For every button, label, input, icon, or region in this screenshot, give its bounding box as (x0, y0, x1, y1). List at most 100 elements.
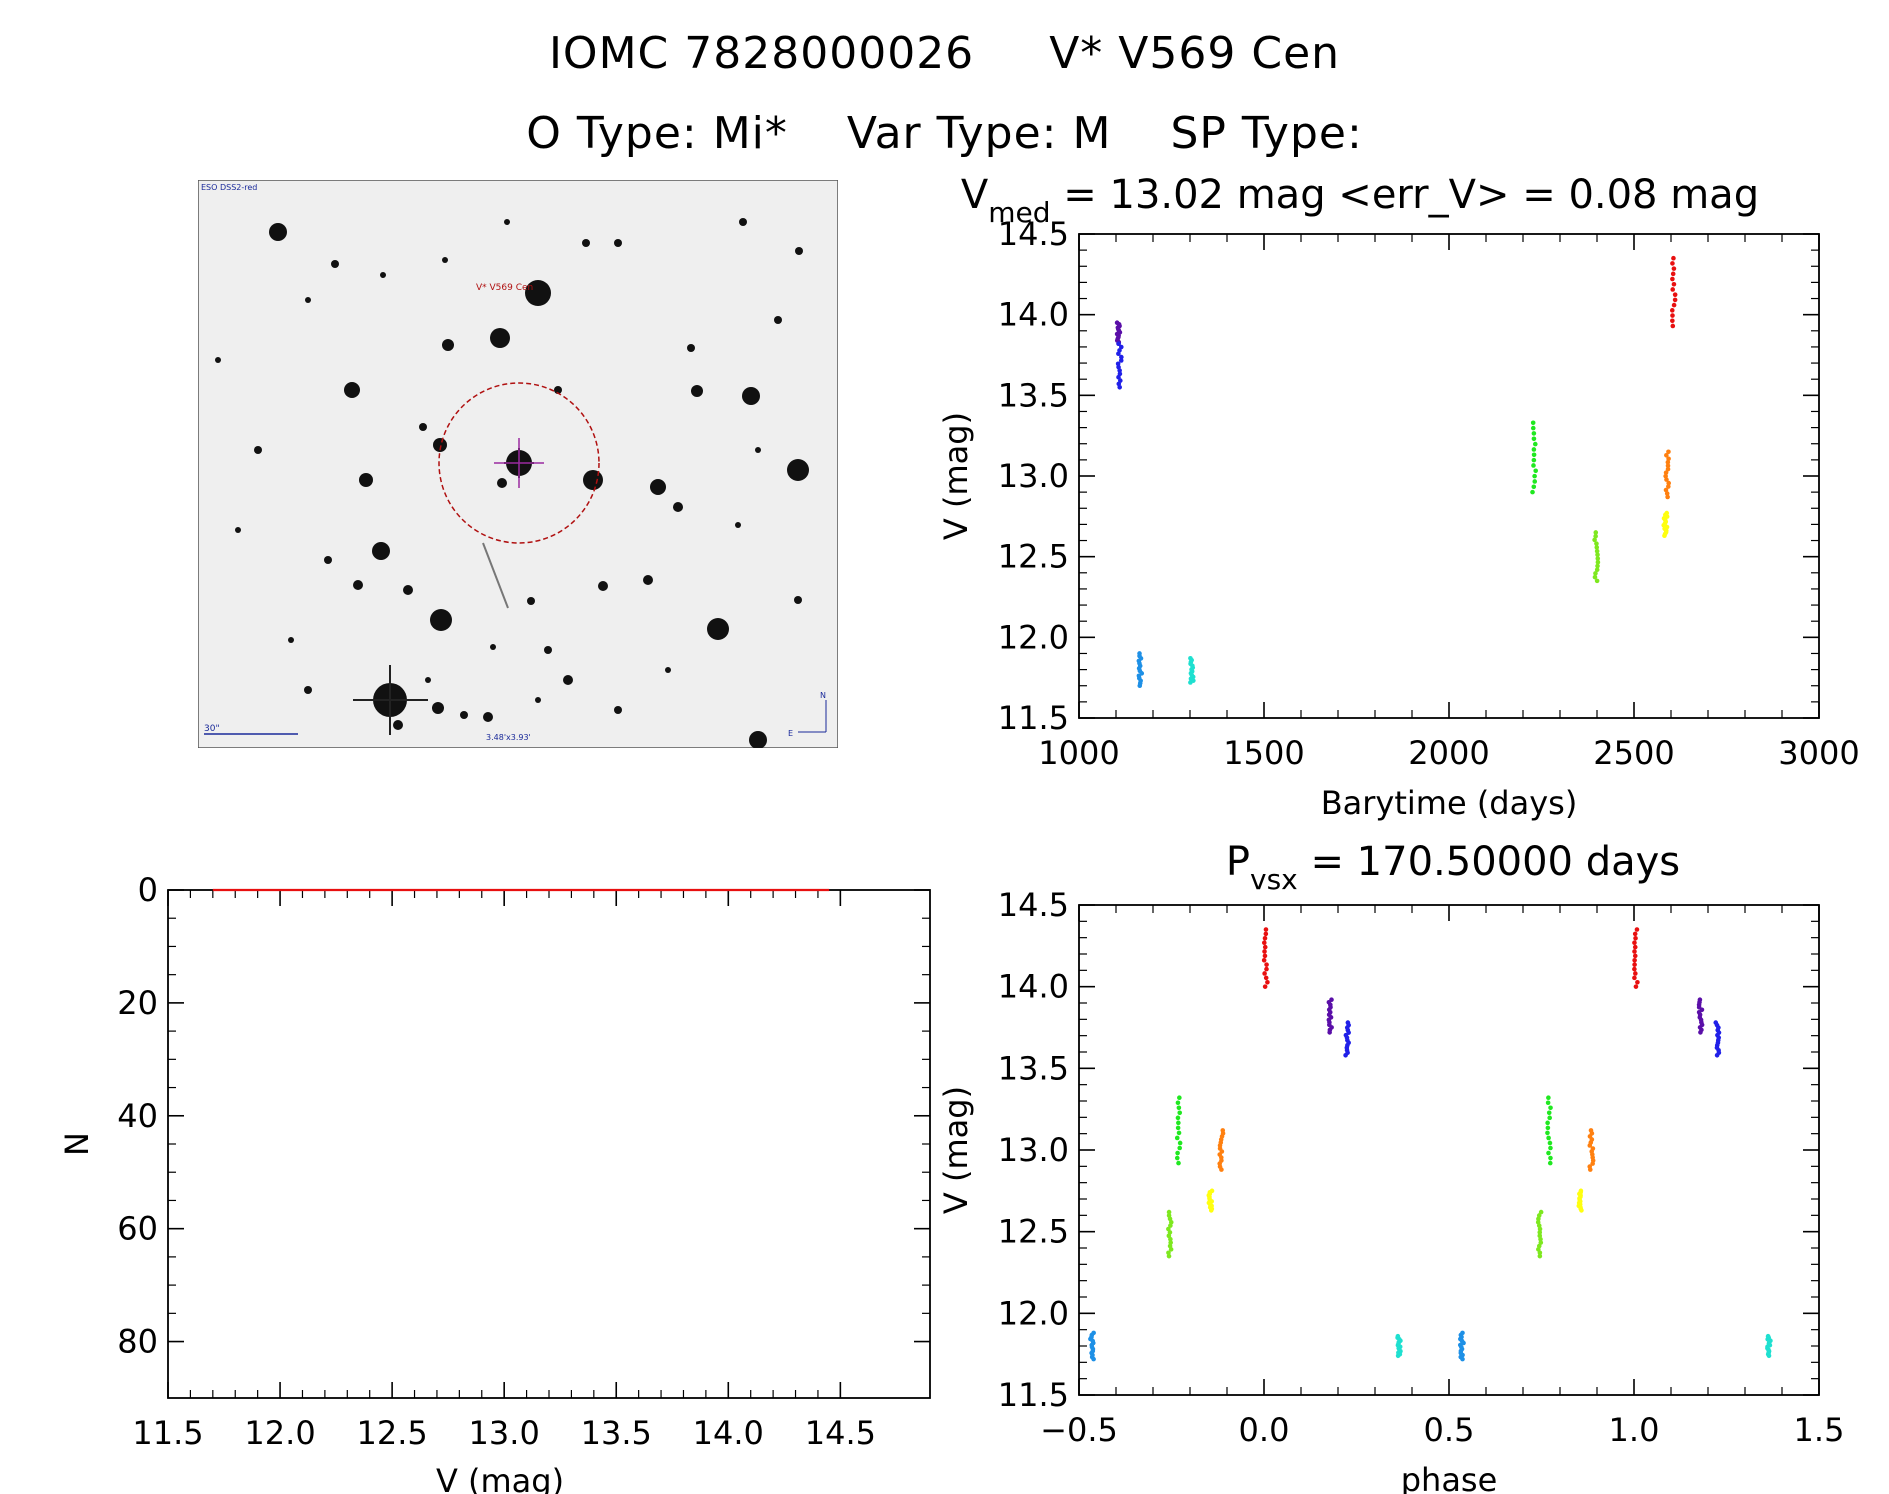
lightcurve-point-s5 (1530, 420, 1536, 426)
object-id: IOMC 7828000026 (548, 28, 975, 79)
phased-point-s9 (1262, 971, 1267, 976)
lightcurve-point-s5 (1531, 484, 1537, 490)
x-tick-label: 14.5 (805, 1414, 876, 1452)
histogram-xlabel: V (mag) (436, 1462, 564, 1494)
star-11 (344, 382, 360, 398)
phased-point-s5 (1546, 1095, 1551, 1101)
phased-point-s6 (1537, 1230, 1543, 1235)
phased-point-s9 (1635, 979, 1640, 985)
star-39 (460, 711, 468, 719)
x-tick-label: 2000 (1408, 734, 1489, 772)
lightcurve-point-s2 (1117, 371, 1123, 377)
phased-point-s9 (1632, 953, 1638, 959)
lightcurve-point-s9 (1672, 292, 1678, 297)
star-19 (497, 478, 507, 488)
phased-point-s8 (1590, 1146, 1596, 1151)
phased-point-s6 (1166, 1226, 1171, 1232)
lightcurve-point-s8 (1664, 477, 1669, 482)
star-40 (535, 697, 541, 703)
star-28 (430, 609, 452, 631)
phased-points (1088, 927, 1773, 1362)
phased-point-s2 (1713, 1020, 1719, 1025)
phased-point-s4 (1765, 1333, 1771, 1339)
lightcurve-point-s5 (1531, 447, 1537, 452)
star-26 (403, 585, 413, 595)
phased-point-s6 (1168, 1240, 1173, 1245)
lightcurve-point-s8 (1664, 452, 1669, 458)
satellite-trail (482, 542, 509, 609)
lightcurve-ylabel: V (mag) (937, 412, 975, 540)
lightcurve-point-s9 (1670, 271, 1676, 277)
star-5 (614, 239, 622, 247)
compass-e-label: E (788, 729, 793, 738)
phased-point-s5 (1545, 1120, 1550, 1126)
lightcurve-frame (1078, 233, 1820, 719)
lightcurve-point-s5 (1531, 431, 1537, 436)
star-0 (269, 223, 287, 241)
phased-point-s5 (1177, 1110, 1183, 1116)
lightcurve-point-s6 (1595, 556, 1601, 561)
x-tick-label: −0.5 (1040, 1411, 1118, 1449)
phased-point-s9 (1632, 949, 1637, 954)
phased-point-s7 (1578, 1188, 1584, 1194)
lightcurve-point-s2 (1118, 358, 1124, 363)
lightcurve-point-s6 (1593, 533, 1598, 539)
y-tick-label: 40 (117, 1097, 158, 1135)
phased-point-s5 (1547, 1115, 1552, 1121)
y-tick-label: 12.0 (998, 618, 1069, 656)
phased-point-s9 (1632, 944, 1638, 950)
lightcurve-point-s8 (1665, 459, 1671, 465)
star-16 (419, 423, 427, 431)
compass-n-label: N (820, 691, 826, 700)
phased-point-s9 (1634, 927, 1640, 932)
lightcurve-point-s9 (1671, 266, 1677, 271)
star-45 (794, 596, 802, 604)
lightcurve-xlabel: Barytime (days) (1321, 784, 1578, 822)
phased-ticks: −0.5 0.0 0.5 1.0 1.5 11.5 12.0 12.5 13.0 13.5 14.0… (998, 886, 1845, 1449)
fov-label: 3.48'x3.93' (486, 733, 531, 742)
spectral-type: SP Type: (1170, 108, 1363, 159)
y-tick-label: 14.0 (998, 968, 1069, 1006)
phased-point-s9 (1632, 975, 1637, 981)
star-3 (504, 219, 510, 225)
lightcurve-point-s5 (1530, 425, 1536, 431)
star-35 (304, 686, 312, 694)
x-tick-label: 1500 (1223, 734, 1304, 772)
phased-point-s9 (1265, 979, 1270, 985)
y-tick-label: 0 (138, 871, 158, 909)
star-43 (425, 677, 431, 683)
scale-label: 30" (204, 724, 220, 734)
x-tick-label: 12.0 (244, 1414, 315, 1452)
lightcurve-point-s5 (1532, 479, 1538, 484)
star-17 (359, 473, 373, 487)
star-31 (707, 618, 729, 640)
y-tick-label: 13.0 (998, 1131, 1069, 1169)
star-55 (544, 646, 552, 654)
lightcurve-point-s5 (1531, 452, 1537, 458)
star-49 (774, 316, 782, 324)
phased-point-s6 (1538, 1209, 1544, 1215)
object-name: V* V569 Cen (1049, 28, 1341, 79)
lightcurve-point-s5 (1530, 489, 1535, 495)
x-tick-label: 11.5 (132, 1414, 203, 1452)
y-tick-label: 12.0 (998, 1294, 1069, 1332)
lightcurve-point-s6 (1594, 578, 1600, 584)
star-47 (305, 297, 311, 303)
lightcurve-point-s6 (1593, 530, 1599, 535)
phased-point-s5 (1177, 1140, 1183, 1146)
lightcurve-point-s9 (1671, 281, 1677, 287)
chart-title-types: O Type: Mi* Var Type: M SP Type: (0, 108, 1889, 159)
lightcurve-point-s9 (1670, 276, 1675, 282)
phased-point-s1 (1697, 997, 1703, 1003)
phased-point-s5 (1545, 1130, 1550, 1136)
phased-point-s6 (1167, 1243, 1173, 1249)
phased-point-s4 (1395, 1333, 1401, 1339)
lightcurve-point-s8 (1666, 456, 1671, 462)
star-21 (787, 459, 809, 481)
y-tick-label: 12.5 (998, 538, 1069, 576)
star-27 (353, 580, 363, 590)
survey-label: ESO DSS2-red (201, 183, 257, 192)
star-54 (215, 357, 221, 363)
star-18 (433, 438, 447, 452)
phased-point-s9 (1633, 935, 1638, 941)
